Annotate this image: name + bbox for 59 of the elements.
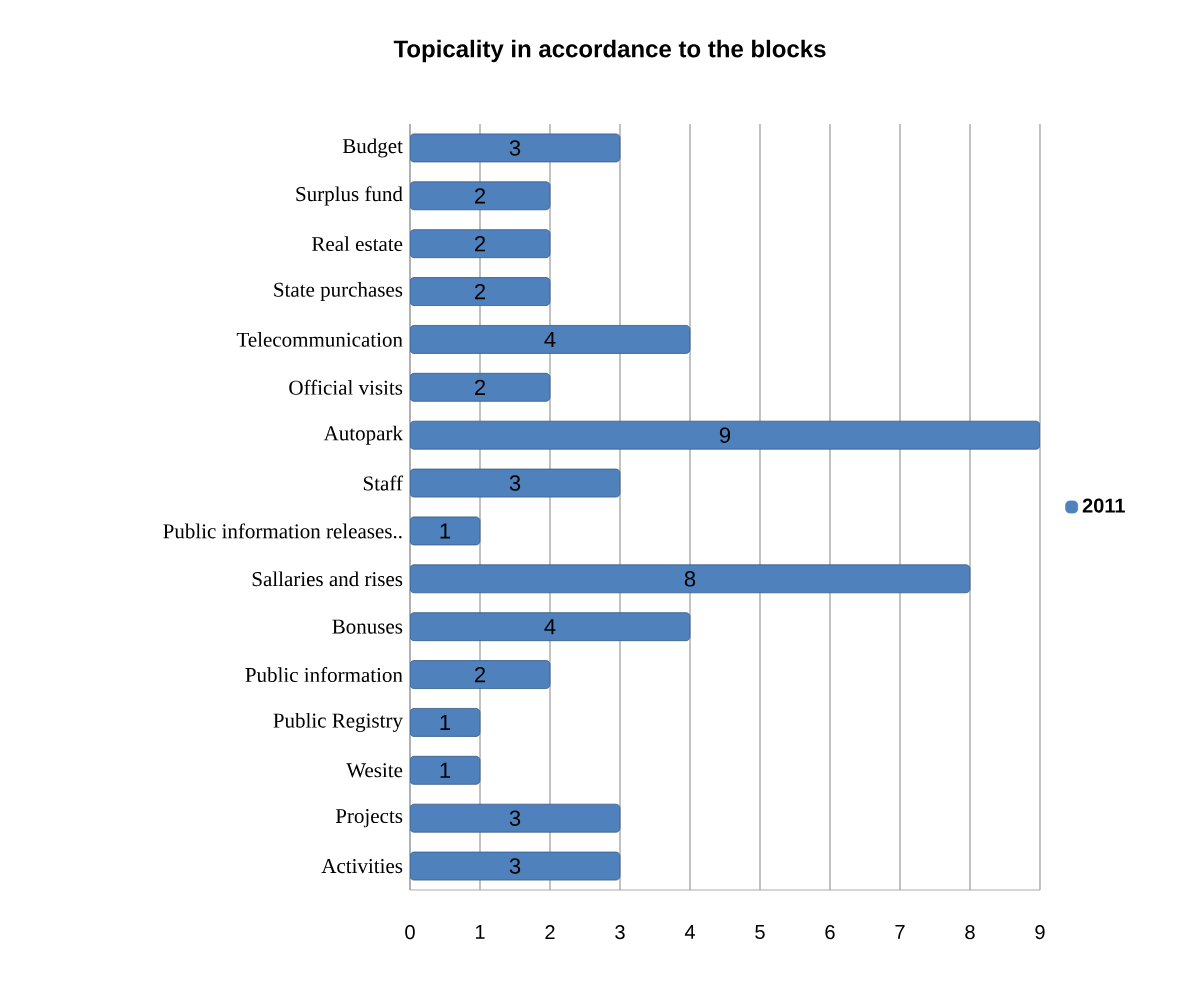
data-label: 4: [544, 331, 556, 347]
bar: [410, 755, 481, 785]
x-tick-label: 0: [405, 925, 415, 940]
data-label: 3: [509, 140, 521, 156]
bar: [410, 564, 971, 594]
bar: [410, 708, 481, 737]
bar: [410, 133, 621, 163]
chart-title: Topicality in accordance to the blocks: [393, 39, 826, 63]
data-label: 8: [684, 571, 696, 587]
x-tick-label: 8: [965, 925, 975, 940]
x-tick-label: 9: [1035, 925, 1045, 940]
y-tick-label: Public information: [245, 667, 403, 683]
y-tick-label: Wesite: [346, 763, 403, 778]
y-tick-label: Public Registry: [273, 712, 403, 732]
data-label: 1: [440, 523, 451, 539]
data-label: 1: [440, 762, 451, 778]
bar: [410, 660, 551, 689]
y-tick-label: Sallaries and rises: [252, 571, 403, 587]
x-tick-label: 5: [755, 925, 765, 940]
data-label: 1: [440, 714, 451, 730]
y-tick-label: Bonuses: [332, 619, 403, 634]
data-label: 2: [474, 666, 486, 683]
y-tick-label: Staff: [363, 475, 403, 491]
data-label: 3: [509, 858, 521, 874]
bar: [410, 181, 551, 211]
data-label: 2: [474, 188, 486, 204]
legend-label: 2011: [1082, 498, 1125, 513]
bar: [410, 468, 621, 498]
bar: [410, 803, 621, 833]
data-label: 3: [509, 475, 521, 491]
bar: [410, 325, 691, 354]
y-tick-label: Activities: [321, 859, 403, 874]
y-tick-label: Autopark: [323, 425, 403, 445]
y-tick-label: State purchases: [274, 282, 403, 302]
bar: [410, 277, 551, 306]
y-tick-label: Projects: [335, 809, 403, 828]
y-tick-label: Real estate: [311, 236, 403, 252]
x-tick-label: 3: [615, 925, 625, 940]
data-label: 2: [474, 379, 486, 395]
data-label: 2: [474, 236, 486, 252]
y-tick-label: Telecommunication: [236, 332, 403, 347]
data-label: 3: [509, 810, 521, 826]
data-label: 9: [719, 427, 731, 443]
data-label: 2: [474, 283, 486, 300]
x-tick-label: 7: [895, 925, 905, 939]
bar: [410, 420, 1040, 450]
x-tick-label: 4: [684, 925, 695, 939]
x-tick-label: 6: [825, 925, 835, 940]
x-tick-label: 2: [545, 925, 555, 940]
y-tick-label: Public information releases..: [163, 523, 402, 539]
bar: [410, 372, 551, 402]
y-tick-label: Budget: [342, 138, 403, 158]
bar: [410, 851, 621, 881]
y-tick-label: Official visits: [289, 379, 403, 395]
y-tick-label: Surplus fund: [296, 186, 403, 206]
x-tick-label: 1: [475, 925, 485, 939]
bar: [410, 229, 551, 259]
bar: [410, 612, 691, 642]
data-label: 4: [544, 619, 556, 635]
